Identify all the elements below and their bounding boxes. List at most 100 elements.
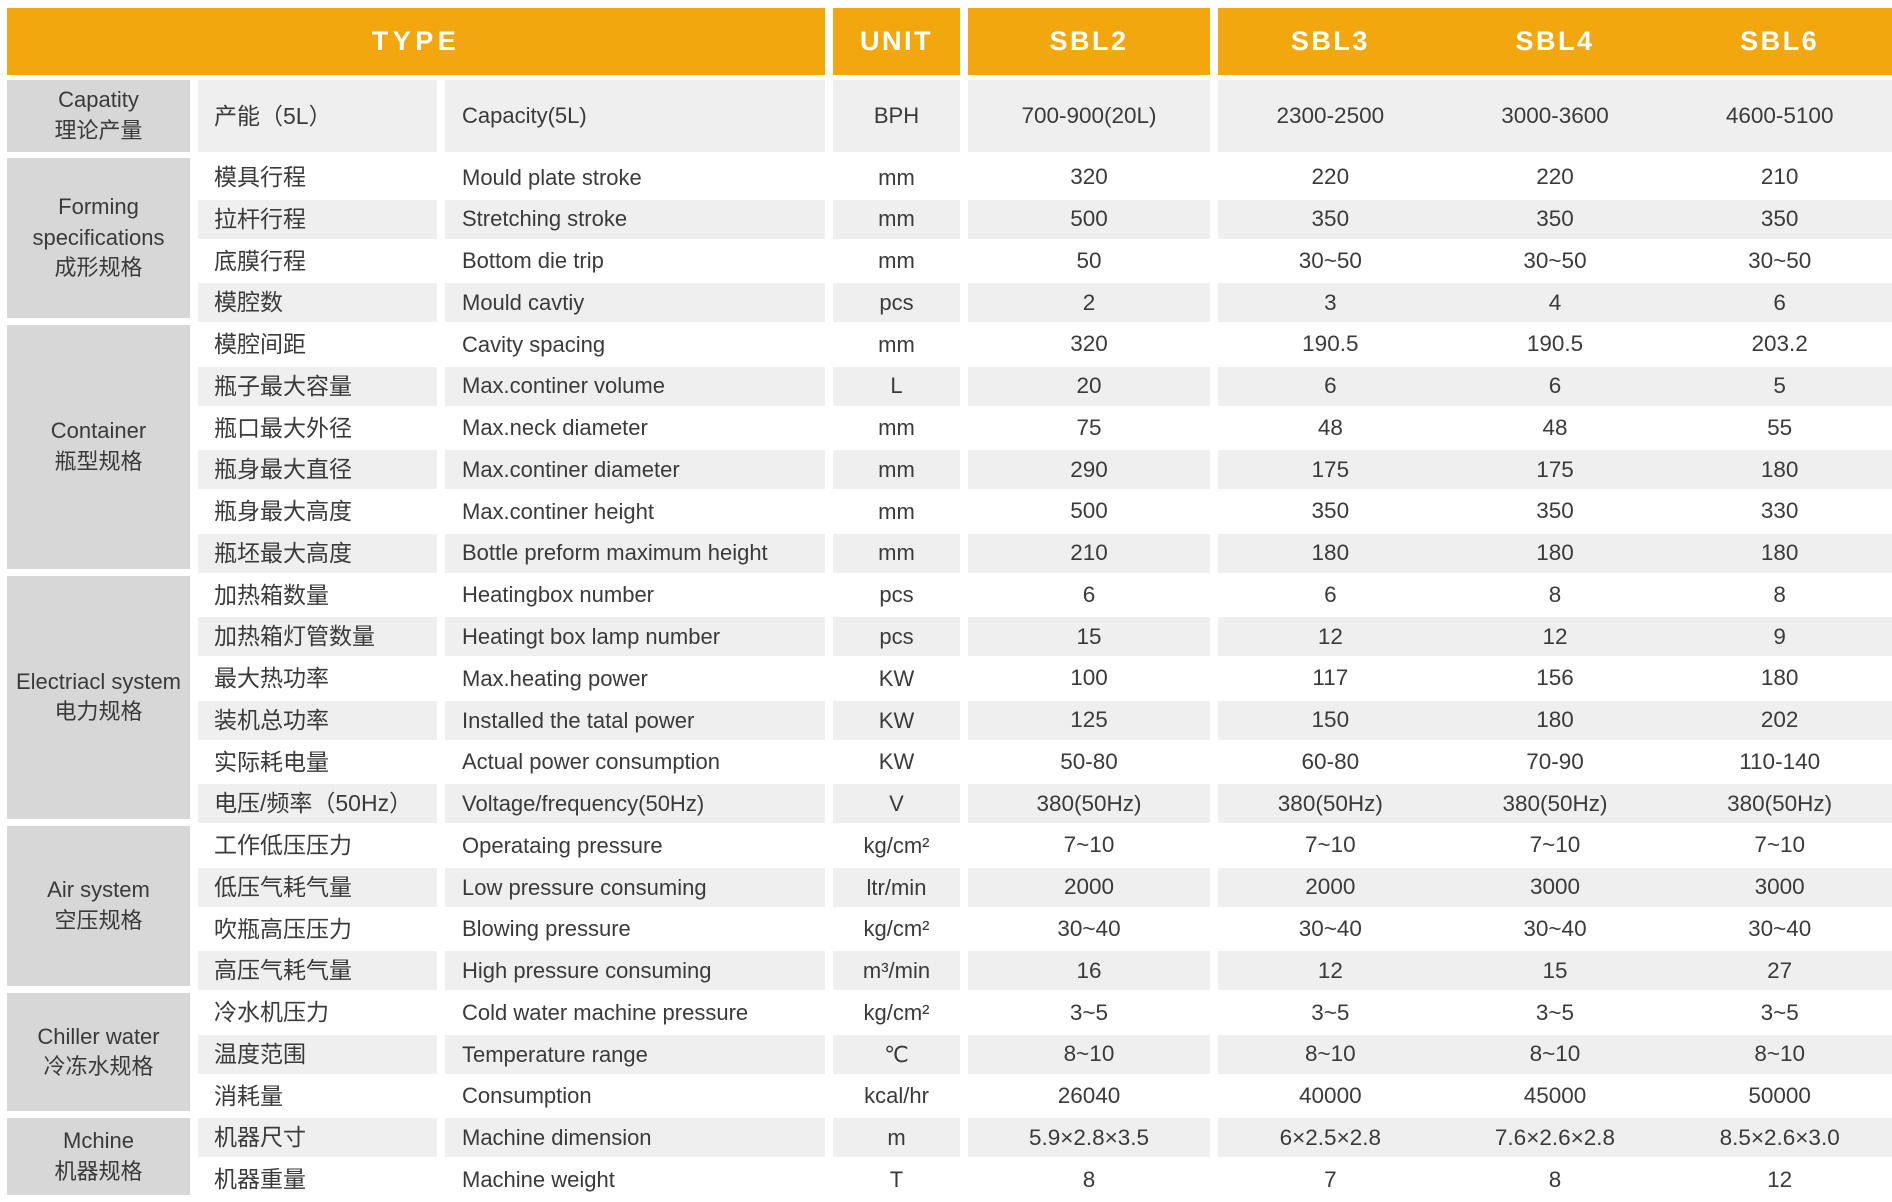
- spec-label-en: Voltage/frequency(50Hz): [445, 784, 825, 827]
- spec-value-sbl3: 350: [1218, 492, 1443, 534]
- spec-value-sbl6: 8: [1667, 576, 1892, 618]
- spec-label-en: Max.heating power: [445, 659, 825, 701]
- row-group-label: Air system 空压规格: [7, 826, 190, 994]
- row-group-label: Container 瓶型规格: [7, 325, 190, 576]
- spec-unit: m³/min: [833, 951, 960, 994]
- spec-value-sbl2: 500: [968, 199, 1210, 242]
- spec-label-en: Max.continer volume: [445, 366, 825, 409]
- spec-label-en: Low pressure consuming: [445, 867, 825, 910]
- spec-label-zh: 高压气耗气量: [198, 951, 437, 994]
- spec-unit: T: [833, 1160, 960, 1202]
- spec-value-sbl6: 4600-5100: [1667, 80, 1892, 152]
- spec-value-sbl6: 203.2: [1667, 325, 1892, 367]
- spec-value-sbl2: 290: [968, 450, 1210, 493]
- spec-value-sbl4: 70-90: [1442, 743, 1668, 785]
- spec-value-sbl6: 30~50: [1667, 242, 1892, 284]
- spec-value-sbl6: 180: [1667, 450, 1892, 493]
- spec-value-sbl6: 380(50Hz): [1667, 784, 1892, 827]
- group-label-zh: 机器规格: [54, 1158, 143, 1184]
- spec-value-sbl2: 320: [968, 158, 1210, 200]
- col-header-type: TYPE: [7, 8, 825, 75]
- spec-value-sbl3: 380(50Hz): [1218, 784, 1443, 827]
- spec-value-sbl2: 320: [968, 325, 1210, 367]
- spec-label-en: Installed the tatal power: [445, 700, 825, 743]
- spec-value-sbl4: 30~50: [1442, 242, 1668, 284]
- group-label-zh: 成形规格: [54, 255, 143, 281]
- spec-label-zh: 冷水机压力: [198, 993, 437, 1035]
- spec-value-sbl4: 30~40: [1442, 910, 1668, 952]
- spec-value-sbl3: 190.5: [1218, 325, 1443, 367]
- spec-label-zh: 消耗量: [198, 1077, 437, 1119]
- spec-label-zh: 模具行程: [198, 158, 437, 200]
- spec-value-sbl2: 6: [968, 576, 1210, 618]
- group-label-en: Capatity: [58, 87, 139, 113]
- group-label-zh: 瓶型规格: [54, 448, 143, 474]
- spec-label-zh: 加热箱数量: [198, 576, 437, 618]
- spec-label-zh: 瓶口最大外径: [198, 409, 437, 451]
- spec-unit: kg/cm²: [833, 826, 960, 868]
- group-label-zh: 理论产量: [54, 118, 143, 143]
- spec-label-en: Blowing pressure: [445, 910, 825, 952]
- spec-value-sbl3: 150: [1218, 700, 1443, 743]
- spec-value-sbl2: 26040: [968, 1077, 1210, 1119]
- col-header-sbl2: SBL2: [968, 8, 1210, 75]
- spec-label-en: Actual power consumption: [445, 743, 825, 785]
- col-header-unit: UNIT: [833, 8, 960, 75]
- spec-value-sbl2: 210: [968, 533, 1210, 576]
- spec-value-sbl2: 2000: [968, 867, 1210, 910]
- spec-value-sbl2: 8: [968, 1160, 1210, 1202]
- spec-label-en: Heatingbox number: [445, 576, 825, 618]
- col-header-sbl4: SBL4: [1442, 8, 1668, 75]
- spec-value-sbl4: 3~5: [1442, 993, 1668, 1035]
- spec-value-sbl4: 45000: [1442, 1077, 1668, 1119]
- spec-value-sbl2: 30~40: [968, 910, 1210, 952]
- spec-value-sbl3: 8~10: [1218, 1034, 1443, 1077]
- spec-value-sbl4: 350: [1442, 199, 1668, 242]
- spec-label-en: Machine weight: [445, 1160, 825, 1202]
- spec-value-sbl6: 3000: [1667, 867, 1892, 910]
- spec-value-sbl4: 190.5: [1442, 325, 1668, 367]
- spec-label-zh: 模腔间距: [198, 325, 437, 367]
- spec-label-en: Max.continer height: [445, 492, 825, 534]
- spec-value-sbl4: 8~10: [1442, 1034, 1668, 1077]
- spec-value-sbl3: 7: [1218, 1160, 1443, 1202]
- spec-value-sbl4: 175: [1442, 450, 1668, 493]
- spec-label-en: Bottom die trip: [445, 242, 825, 284]
- group-label-zh: 冷冻水规格: [43, 1054, 154, 1080]
- spec-value-sbl2: 50-80: [968, 743, 1210, 785]
- spec-value-sbl3: 7~10: [1218, 826, 1443, 868]
- spec-value-sbl6: 27: [1667, 951, 1892, 994]
- spec-value-sbl3: 30~40: [1218, 910, 1443, 952]
- spec-value-sbl6: 180: [1667, 659, 1892, 701]
- spec-value-sbl2: 500: [968, 492, 1210, 534]
- spec-unit: V: [833, 784, 960, 827]
- spec-value-sbl6: 8.5×2.6×3.0: [1667, 1118, 1892, 1161]
- spec-value-sbl6: 55: [1667, 409, 1892, 451]
- spec-unit: mm: [833, 242, 960, 284]
- spec-value-sbl6: 30~40: [1667, 910, 1892, 952]
- spec-value-sbl4: 7~10: [1442, 826, 1668, 868]
- spec-value-sbl4: 48: [1442, 409, 1668, 451]
- spec-value-sbl3: 6: [1218, 366, 1443, 409]
- spec-value-sbl3: 2000: [1218, 867, 1443, 910]
- spec-value-sbl2: 7~10: [968, 826, 1210, 868]
- spec-value-sbl4: 180: [1442, 700, 1668, 743]
- spec-value-sbl3: 220: [1218, 158, 1443, 200]
- spec-unit: mm: [833, 325, 960, 367]
- spec-label-en: Heatingt box lamp number: [445, 617, 825, 660]
- spec-unit: pcs: [833, 576, 960, 618]
- col-header-sbl6: SBL6: [1667, 8, 1892, 75]
- group-label-zh: 空压规格: [54, 908, 143, 934]
- group-label-en: Forming specifications: [32, 193, 165, 250]
- spec-label-en: Max.neck diameter: [445, 409, 825, 451]
- spec-unit: KW: [833, 700, 960, 743]
- group-label-en: Chiller water: [37, 1023, 160, 1049]
- spec-label-zh: 底膜行程: [198, 242, 437, 284]
- spec-label-zh: 温度范围: [198, 1034, 437, 1077]
- spec-unit: kg/cm²: [833, 910, 960, 952]
- spec-label-zh: 瓶子最大容量: [198, 366, 437, 409]
- spec-value-sbl4: 7.6×2.6×2.8: [1442, 1118, 1668, 1161]
- spec-value-sbl4: 380(50Hz): [1442, 784, 1668, 827]
- spec-value-sbl3: 40000: [1218, 1077, 1443, 1119]
- spec-value-sbl2: 2: [968, 283, 1210, 326]
